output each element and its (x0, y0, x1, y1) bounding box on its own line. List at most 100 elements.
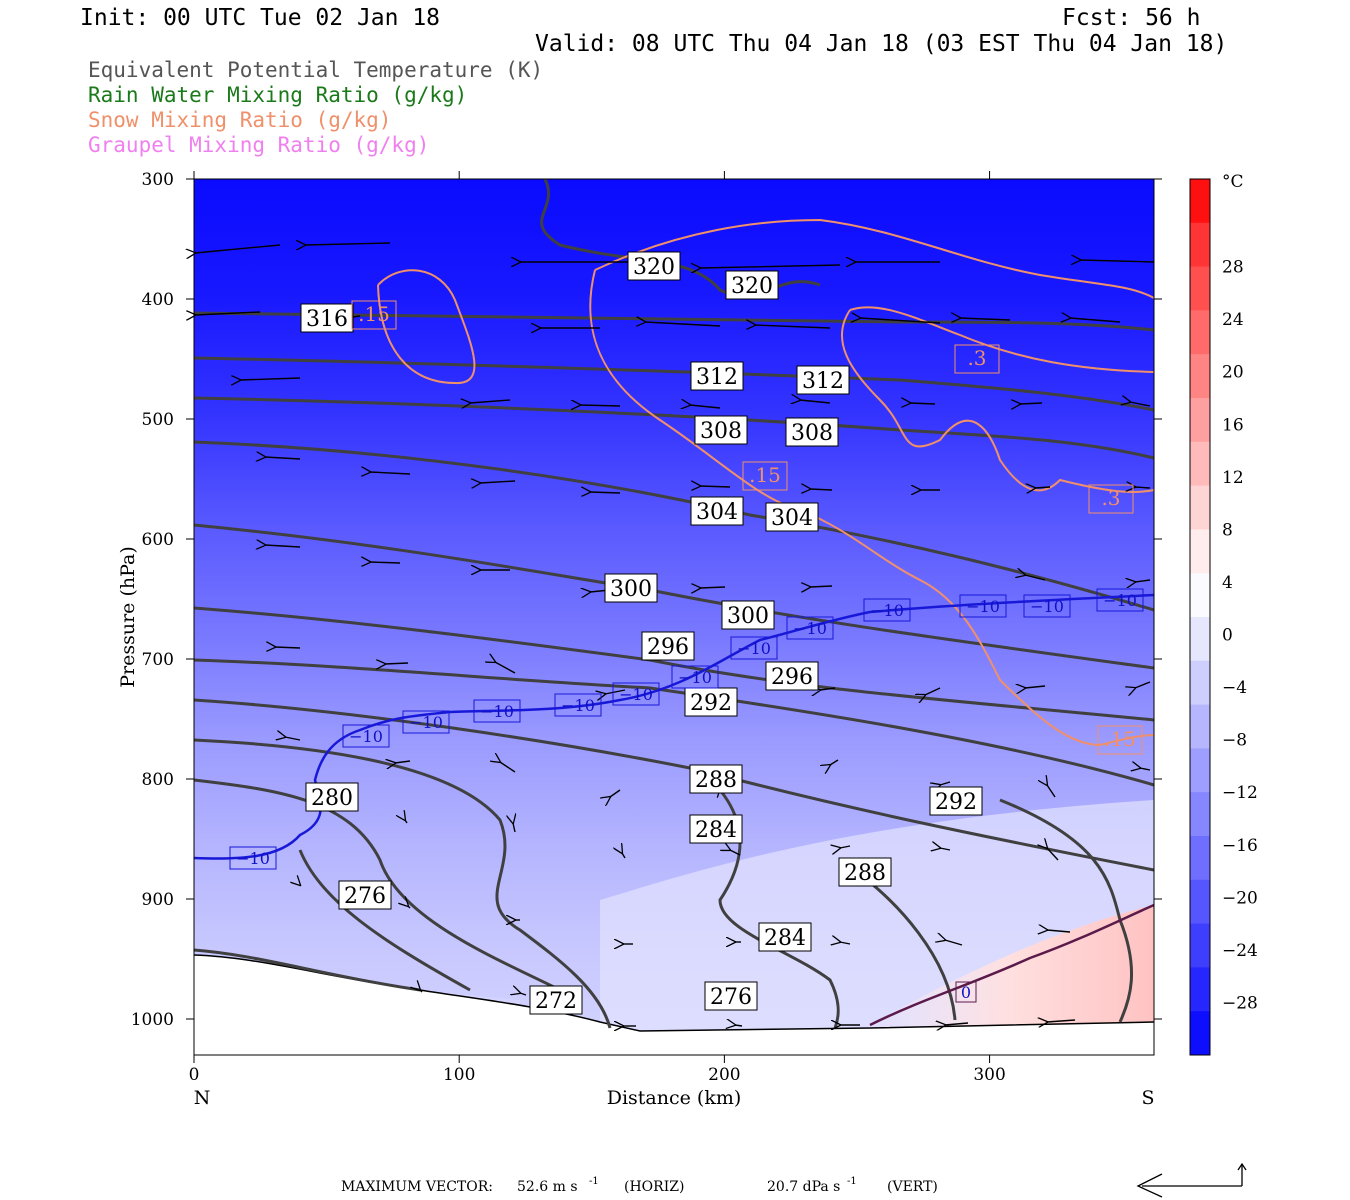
svg-text:320: 320 (731, 274, 773, 299)
max-horiz-exponent: -1 (589, 1176, 599, 1187)
colorbar-segment (1190, 879, 1210, 925)
colorbar-tick-label: −12 (1222, 783, 1258, 803)
wind-vector (285, 737, 301, 740)
wind-vector (500, 762, 516, 773)
wind-vector (370, 472, 411, 474)
snow-label: .15 (351, 300, 397, 330)
wind-vector (1025, 686, 1046, 688)
svg-text:312: 312 (696, 365, 738, 390)
wind-vector (195, 244, 281, 253)
svg-text:300: 300 (610, 577, 652, 602)
svg-text:−10: −10 (1030, 597, 1064, 616)
svg-text:−10: −10 (236, 849, 270, 868)
wind-vector (1047, 785, 1056, 798)
colorbar-segment (1190, 179, 1210, 224)
wind-vector (840, 942, 851, 944)
isotherm-zero (869, 903, 1155, 1027)
wind-vector (580, 405, 621, 406)
wind-vector (305, 243, 391, 245)
wind-vector (1047, 930, 1071, 932)
wind-vector (1140, 768, 1151, 770)
wind-vector (1080, 260, 1155, 262)
theta-e-label: 288 (689, 764, 743, 794)
snow-contour-inner-bottom (840, 309, 1155, 493)
y-tick-label-600: 600 (142, 530, 174, 550)
colorbar-frame (1189, 178, 1211, 1056)
svg-text:−10: −10 (793, 619, 827, 638)
legend-item-4: Graupel Mixing Ratio (g/kg) (88, 133, 429, 157)
colorbar-segment (1190, 748, 1210, 793)
y-tick-label-300: 300 (142, 170, 174, 190)
y-tick-label-400: 400 (142, 290, 174, 310)
wind-vector (830, 759, 839, 765)
wind-vector (408, 906, 411, 909)
north-end-label: N (194, 1087, 211, 1109)
temperature-label: −10 (612, 682, 660, 706)
colorbar-tick-label: −20 (1222, 888, 1258, 908)
theta-e-label: 308 (785, 417, 839, 447)
theta-e-contour-292-east (999, 798, 1133, 1023)
max-horiz-unit: (HORIZ) (624, 1179, 684, 1195)
colorbar-segment (1190, 529, 1210, 574)
colorbar-segment (1190, 792, 1210, 837)
svg-text:0: 0 (961, 983, 971, 1002)
wind-vector (405, 820, 408, 824)
theta-e-label: 316 (300, 303, 354, 333)
colorbar-segment (1190, 222, 1210, 268)
wind-vector (195, 312, 261, 315)
temperature-label: −10 (730, 636, 778, 660)
wind-vector (265, 545, 301, 547)
wind-vector (860, 318, 941, 324)
svg-text:320: 320 (633, 255, 675, 280)
snow-contour-inner-top (849, 306, 1155, 373)
theta-e-label: 300 (604, 573, 658, 603)
y-tick-label-500: 500 (142, 410, 174, 430)
wind-vector (520, 993, 527, 996)
wind-vectors (195, 243, 1155, 1026)
x-axis-label: Distance (km) (607, 1087, 742, 1109)
wind-vector (700, 587, 726, 588)
wind-vector (810, 586, 833, 587)
max-vert-exponent: -1 (847, 1176, 857, 1187)
theta-e-label: 296 (641, 631, 695, 661)
wind-vector (1025, 575, 1046, 581)
colorbar-tick-label: −24 (1222, 941, 1258, 961)
max-vector-label: MAXIMUM VECTOR: (341, 1179, 493, 1195)
svg-text:272: 272 (535, 989, 577, 1014)
theta-e-contour-280 (193, 778, 561, 992)
svg-text:−10: −10 (737, 639, 771, 658)
svg-text:296: 296 (647, 635, 689, 660)
svg-text:276: 276 (710, 985, 752, 1010)
wind-vector (940, 781, 951, 785)
wind-vector (800, 400, 831, 403)
wind-vector (1135, 580, 1151, 582)
max-vert-value: 20.7 dPa s (767, 1179, 840, 1195)
theta-e-label: 284 (758, 922, 812, 952)
wind-vector (480, 481, 516, 483)
wind-vector (495, 662, 516, 674)
svg-text:−10: −10 (1103, 591, 1137, 610)
svg-text:280: 280 (311, 786, 353, 811)
colorbar-tick-label: 28 (1222, 258, 1244, 278)
wind-vector (513, 823, 515, 833)
svg-text:284: 284 (764, 926, 806, 951)
y-axis: 300 400 500 600 700 800 900 1000 (131, 170, 1162, 1030)
valid-time: Valid: 08 UTC Thu 04 Jan 18 (03 EST Thu … (535, 31, 1227, 57)
svg-text:−10: −10 (409, 713, 443, 732)
wind-vector (470, 400, 511, 403)
svg-text:308: 308 (700, 419, 742, 444)
forecast-hour: Fcst: 56 h (1062, 5, 1200, 31)
south-end-label: S (1141, 1087, 1154, 1109)
wind-vector (1020, 403, 1043, 404)
snow-contour-upper (594, 218, 1155, 299)
wind-vector (1035, 487, 1051, 488)
colorbar-segment (1190, 310, 1210, 355)
theta-e-label: 308 (694, 415, 748, 445)
svg-text:304: 304 (771, 506, 813, 531)
colorbar-segment (1190, 660, 1210, 706)
max-vector-arrow-icon (1136, 1162, 1247, 1198)
colorbar-segment (1190, 266, 1210, 311)
theta-e-label: 292 (929, 786, 983, 816)
svg-text:316: 316 (306, 307, 348, 332)
wind-vector (370, 562, 401, 563)
